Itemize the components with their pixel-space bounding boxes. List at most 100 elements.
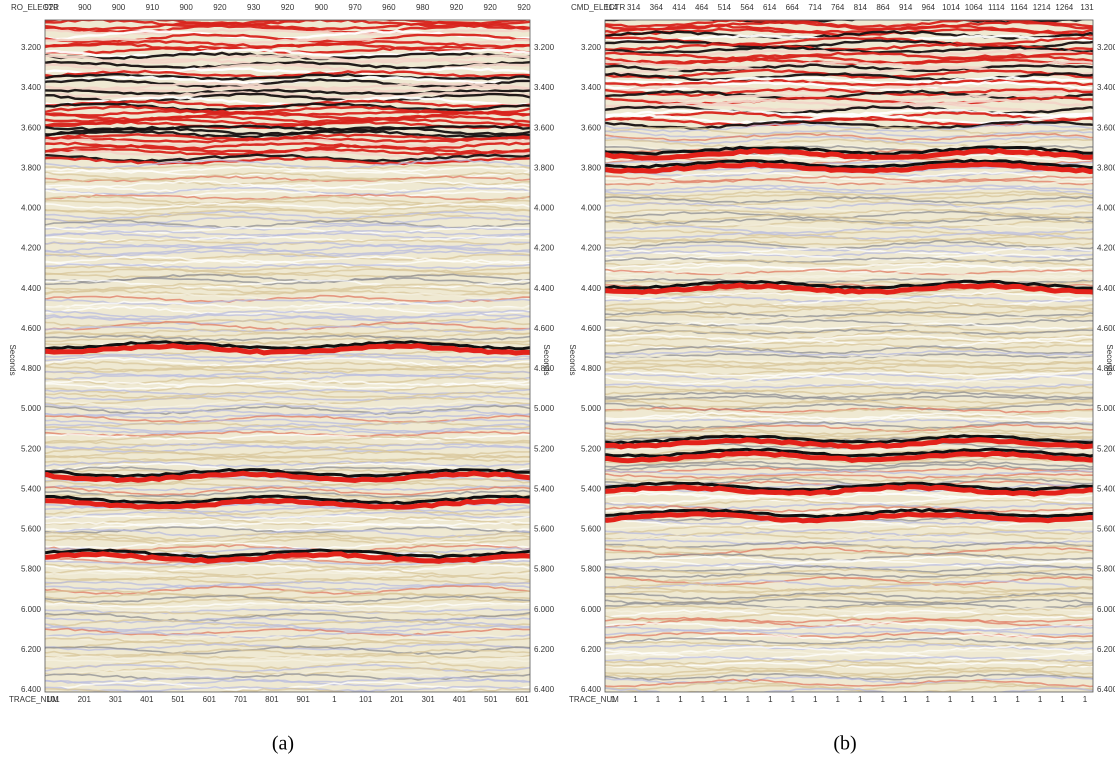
reflector <box>605 246 1093 255</box>
time-tick-label-right: 3.400 <box>534 83 555 92</box>
time-tick-label: 4.400 <box>21 284 42 293</box>
top-axis-label: RO_ELECTR <box>11 3 59 12</box>
time-tick-label: 3.800 <box>581 163 602 172</box>
reflector <box>605 460 1093 468</box>
time-tick-label: 4.000 <box>581 204 602 213</box>
top-tick-label: 900 <box>179 3 193 12</box>
time-tick-label: 5.800 <box>581 565 602 574</box>
top-tick-label: 1064 <box>965 3 983 12</box>
reflector <box>45 241 530 249</box>
reflector <box>45 20 530 28</box>
reflector <box>45 598 530 607</box>
reflector <box>605 51 1093 61</box>
top-tick-label: 114 <box>605 3 618 12</box>
time-tick-label: 6.000 <box>581 605 602 614</box>
reflector <box>45 368 530 375</box>
reflector <box>45 391 530 399</box>
reflector <box>605 616 1093 624</box>
reflector <box>605 354 1093 364</box>
time-tick-label-right: 6.400 <box>1097 685 1115 694</box>
reflector <box>605 264 1093 274</box>
reflector <box>45 412 530 420</box>
reflector <box>45 508 530 516</box>
reflector <box>45 562 530 570</box>
top-tick-label: 900 <box>78 3 92 12</box>
strong-reflector-dark <box>45 548 530 560</box>
reflector <box>605 575 1093 586</box>
reflector <box>605 178 1093 186</box>
time-tick-label-right: 4.200 <box>1097 244 1115 253</box>
reflector <box>605 423 1093 433</box>
reflector <box>45 454 530 461</box>
time-tick-label-right: 3.600 <box>534 123 555 132</box>
reflector <box>605 117 1093 128</box>
reflector <box>605 239 1093 251</box>
time-tick-label-right: 3.800 <box>534 163 555 172</box>
reflector <box>605 300 1093 310</box>
bottom-tick-label: 401 <box>453 695 467 704</box>
reflector <box>45 279 530 290</box>
reflector <box>45 147 530 156</box>
time-tick-label-right: 5.000 <box>1097 404 1115 413</box>
time-tick-label: 6.200 <box>581 645 602 654</box>
reflector <box>45 616 530 624</box>
reflector <box>605 571 1093 579</box>
bottom-tick-label: 401 <box>140 695 154 704</box>
bottom-tick-label: 1 <box>678 695 683 704</box>
top-tick-label: 314 <box>627 3 641 12</box>
bottom-axis-label: TRACE_NUM <box>9 695 59 704</box>
time-tick-label: 6.400 <box>581 685 602 694</box>
reflector <box>605 658 1093 666</box>
reflector <box>605 651 1093 661</box>
y-axis-label-right: Seconds <box>1105 344 1114 375</box>
bottom-axis-label: TRACE_NUM <box>569 695 619 704</box>
reflector <box>45 360 530 370</box>
reflector <box>45 582 530 591</box>
reflector <box>45 516 530 526</box>
time-tick-label-right: 3.400 <box>1097 83 1115 92</box>
reflector <box>605 643 1093 651</box>
reflector <box>605 469 1093 477</box>
y-axis-label-right: Seconds <box>542 344 551 375</box>
reflector <box>605 472 1093 480</box>
reflector <box>45 202 530 211</box>
reflector <box>45 90 530 100</box>
reflector <box>45 325 530 333</box>
reflector <box>605 420 1093 430</box>
bottom-tick-label: 201 <box>78 695 92 704</box>
reflector <box>605 249 1093 259</box>
reflector <box>605 372 1093 382</box>
reflector <box>45 687 530 692</box>
reflector <box>605 535 1093 543</box>
caption: (b) <box>833 733 856 755</box>
strong-reflector-dark <box>45 494 530 506</box>
reflector <box>605 352 1093 360</box>
bottom-tick-label: 501 <box>171 695 185 704</box>
bottom-tick-label: 801 <box>265 695 279 704</box>
seismic-image <box>605 20 1093 692</box>
time-tick-label: 4.600 <box>21 324 42 333</box>
reflector <box>45 610 530 618</box>
reflector <box>45 158 530 170</box>
bottom-tick-label: 1 <box>1015 695 1020 704</box>
reflector <box>605 627 1093 636</box>
strong-reflector-dark <box>45 340 530 351</box>
reflector <box>45 439 530 447</box>
time-tick-label: 4.600 <box>581 324 602 333</box>
reflector <box>605 398 1093 409</box>
bottom-tick-label: 1 <box>993 695 998 704</box>
top-tick-label: 614 <box>763 3 777 12</box>
time-tick-label: 4.200 <box>21 244 42 253</box>
time-tick-label: 6.000 <box>21 605 42 614</box>
reflector <box>605 555 1093 565</box>
reflector <box>45 559 530 567</box>
reflector <box>605 649 1093 657</box>
reflector <box>605 370 1093 378</box>
reflector <box>605 268 1093 276</box>
reflector <box>605 135 1093 145</box>
reflector <box>605 123 1093 133</box>
time-tick-label: 3.200 <box>21 43 42 52</box>
strong-reflector-dark <box>605 507 1093 519</box>
reflector <box>45 655 530 663</box>
reflector <box>45 540 530 550</box>
